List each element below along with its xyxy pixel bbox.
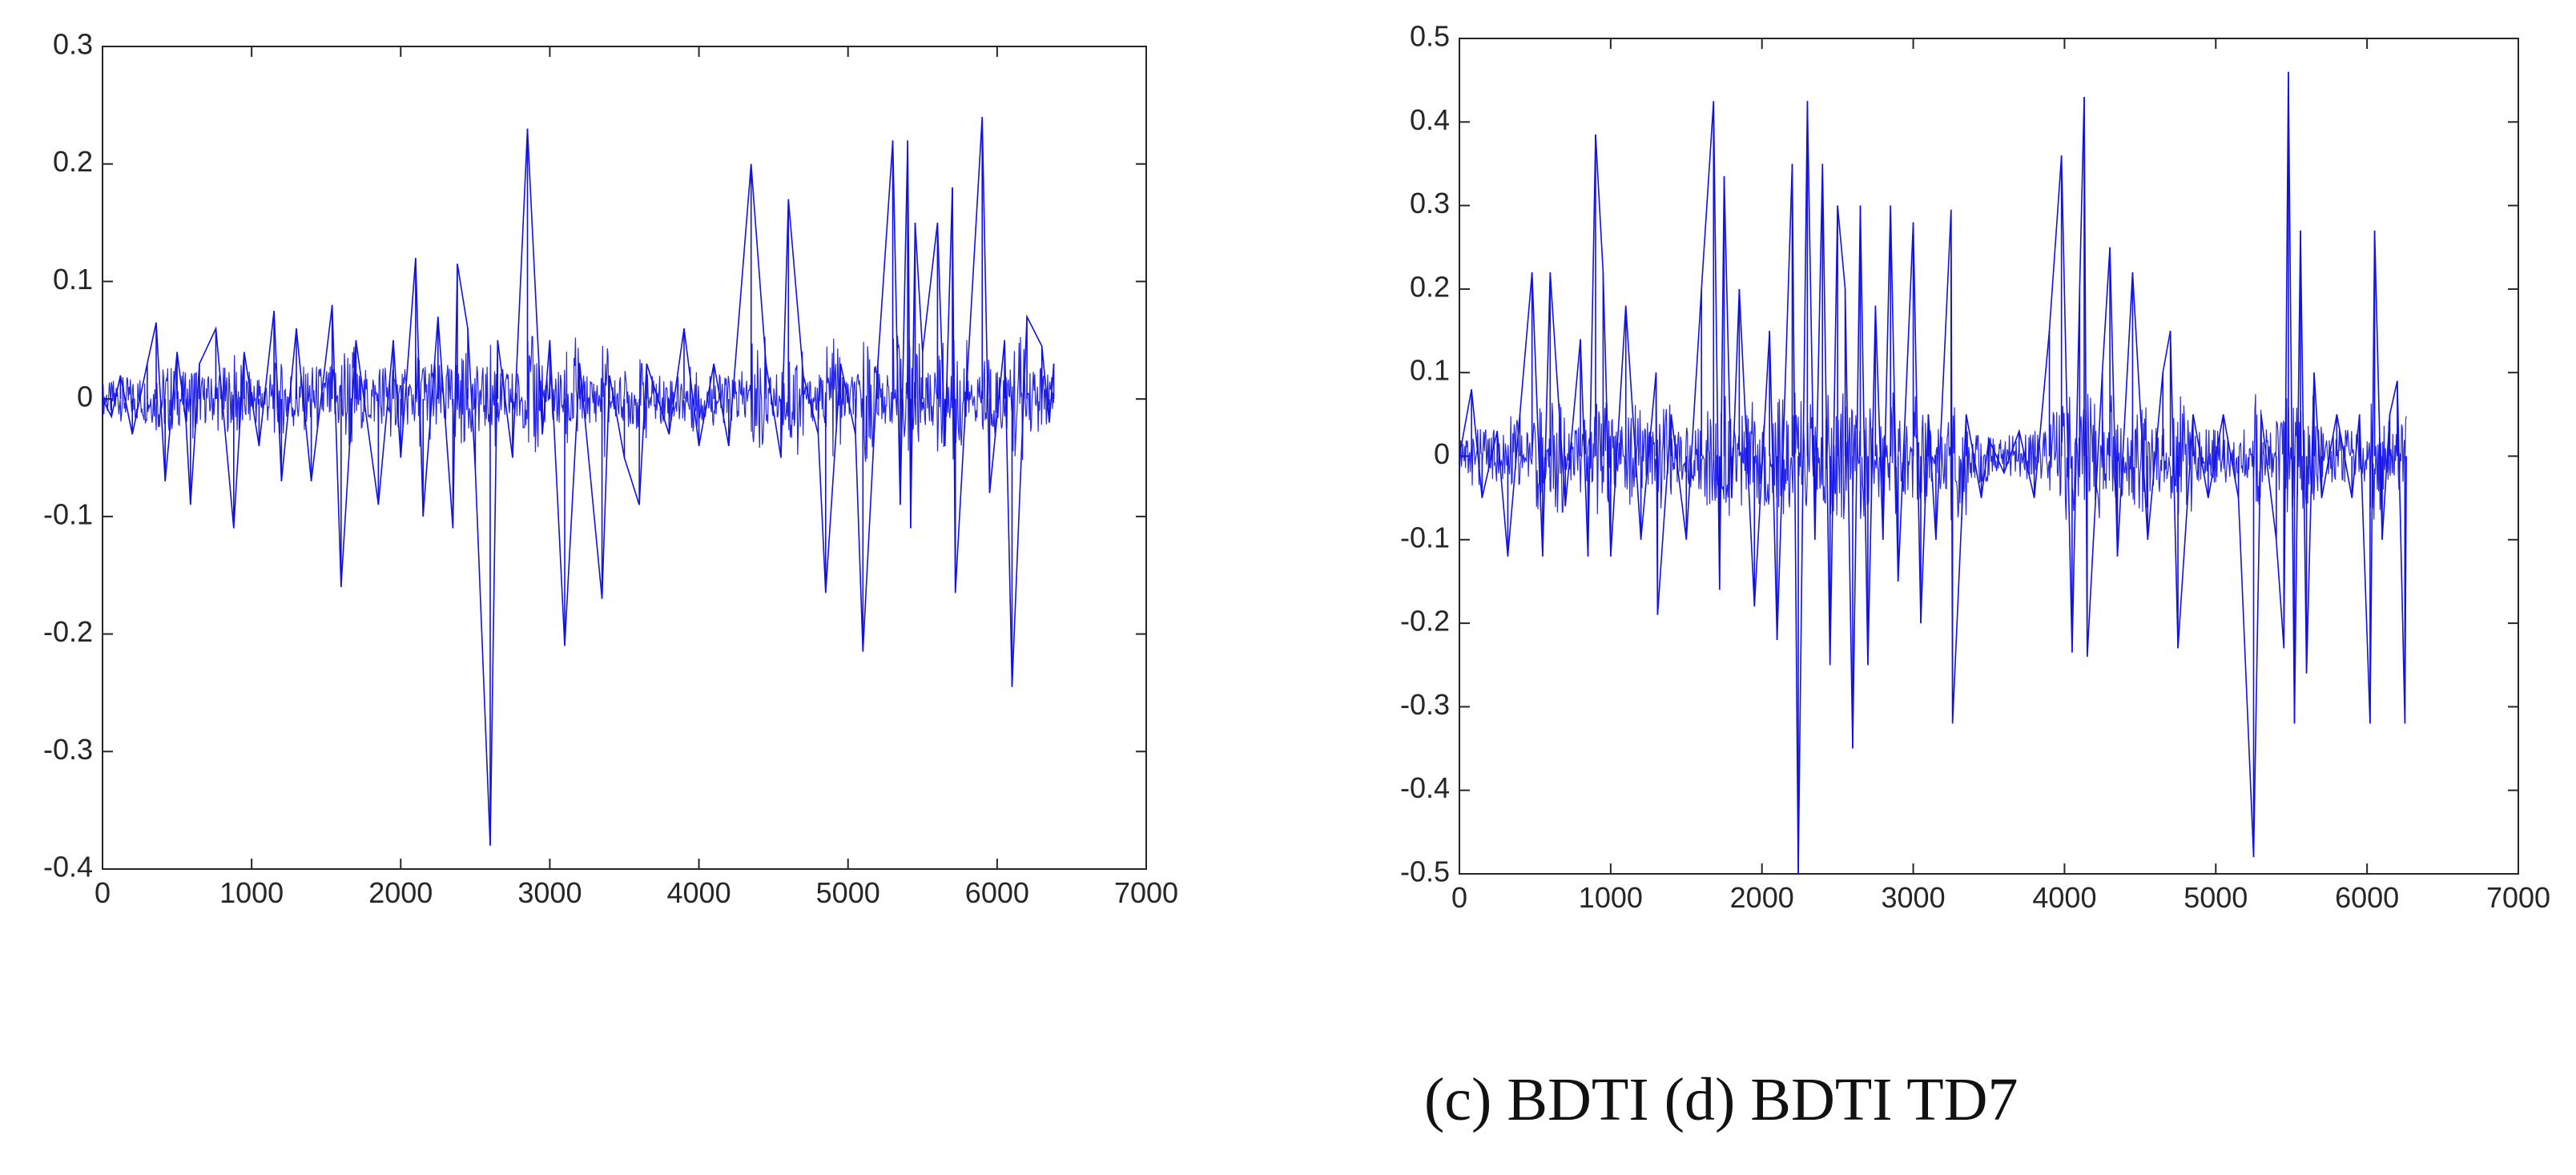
x-tick-label: 4000 [2032,881,2096,914]
y-tick-label: 0.5 [1410,20,1450,53]
x-tick-label: 0 [1451,881,1467,914]
y-tick-label: 0 [77,380,93,413]
y-tick-label: -0.3 [1400,688,1450,721]
y-tick-label: -0.2 [1400,605,1450,638]
y-tick-label: -0.3 [43,733,93,766]
chart-panel-d: 0.5 0.4 0.3 0.2 0.1 0 -0.1 -0.2 -0.3 -0.4 -0.5 0 10… [1400,20,2550,914]
figure-caption: (c) BDTI (d) BDTI TD7 [1424,1066,2019,1133]
y-tick-label: -0.5 [1400,855,1450,888]
x-ticks-d: 0 1000 2000 3000 4000 5000 6000 7000 [1451,38,2550,914]
y-tick-label: 0 [1434,437,1450,470]
x-ticks-c: 0 1000 2000 3000 4000 5000 6000 7000 [95,46,1178,909]
y-tick-label: 0.1 [1410,354,1450,387]
series-line [102,116,1055,846]
y-tick-label: 0.3 [53,28,93,61]
x-tick-label: 2000 [1730,881,1794,914]
series-noise [1459,392,2407,521]
series-c [102,116,1055,846]
x-tick-label: 7000 [2486,881,2550,914]
x-tick-label: 1000 [1579,881,1643,914]
y-ticks-c: 0.3 0.2 0.1 0 -0.1 -0.2 -0.3 -0.4 [43,28,1146,883]
x-tick-label: 6000 [965,876,1029,909]
y-tick-label: -0.1 [43,497,93,530]
x-tick-label: 3000 [1882,881,1946,914]
y-ticks-d: 0.5 0.4 0.3 0.2 0.1 0 -0.1 -0.2 -0.3 -0.4 -0.5 [1400,20,2518,888]
y-tick-label: -0.4 [43,851,93,883]
x-tick-label: 5000 [2184,881,2248,914]
x-tick-label: 6000 [2335,881,2399,914]
y-tick-label: 0.2 [53,145,93,178]
y-tick-label: 0.1 [53,263,93,296]
x-tick-label: 0 [95,876,111,909]
y-tick-label: 0.4 [1410,103,1450,136]
y-tick-label: 0.3 [1410,187,1450,219]
y-tick-label: -0.1 [1400,521,1450,553]
x-tick-label: 4000 [667,876,731,909]
x-tick-label: 3000 [517,876,582,909]
y-tick-label: -0.2 [43,615,93,648]
y-tick-label: 0.2 [1410,270,1450,303]
y-tick-label: -0.4 [1400,771,1450,804]
x-tick-label: 1000 [219,876,284,909]
series-d [1459,71,2407,875]
x-tick-label: 7000 [1114,876,1178,909]
x-tick-label: 2000 [368,876,433,909]
x-tick-label: 5000 [816,876,880,909]
series-noise [102,336,1055,462]
chart-panel-c: 0.3 0.2 0.1 0 -0.1 -0.2 -0.3 -0.4 0 1000 2000 3000… [43,28,1178,909]
